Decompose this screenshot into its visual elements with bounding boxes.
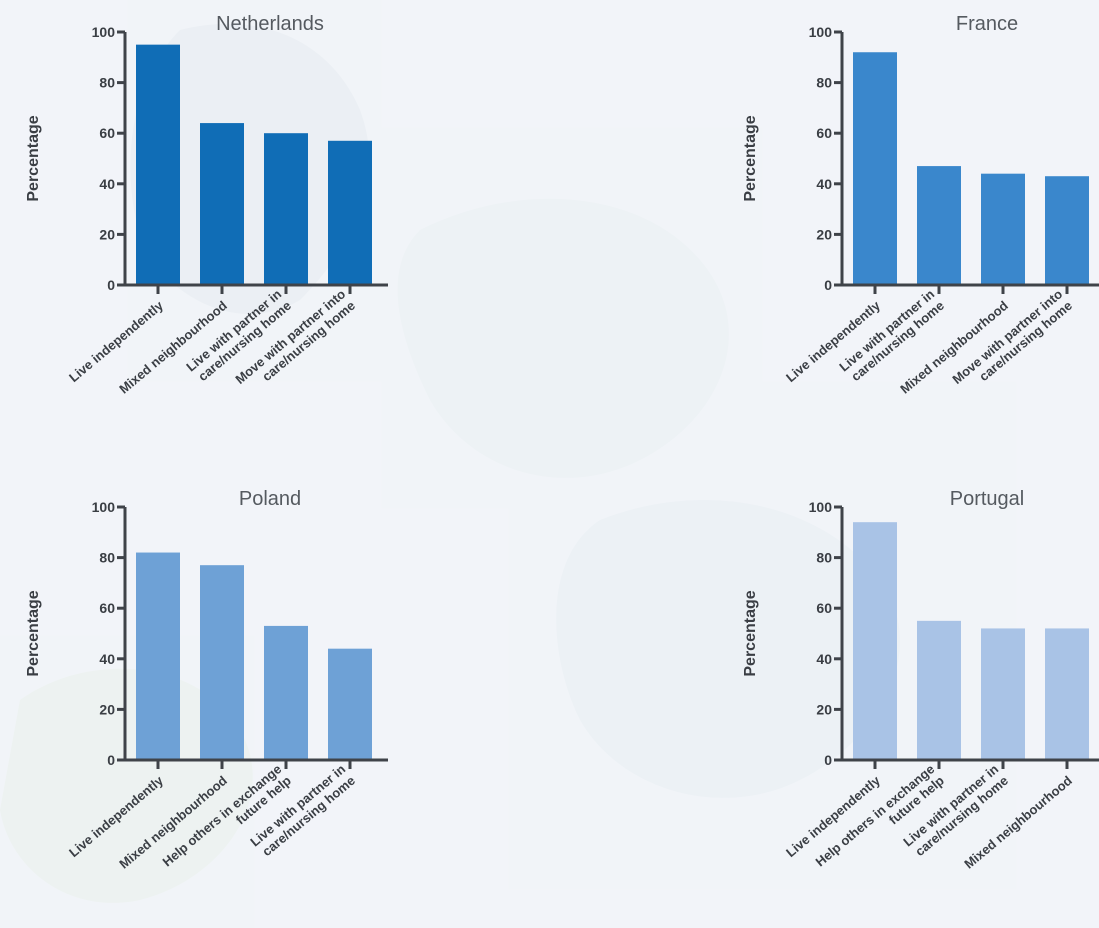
y-tick-label-40: 40 <box>816 176 832 192</box>
y-tick-label-100: 100 <box>809 499 833 515</box>
y-axis-label: Percentage <box>742 115 759 201</box>
y-tick-label-80: 80 <box>816 75 832 91</box>
bar-4 <box>1045 628 1089 760</box>
y-tick-label-100: 100 <box>92 499 116 515</box>
bar-2 <box>200 123 244 285</box>
y-axis-label: Percentage <box>742 590 759 676</box>
y-tick-label-60: 60 <box>99 125 115 141</box>
bar-3 <box>981 628 1025 760</box>
y-tick-label-20: 20 <box>99 226 115 242</box>
bar-1 <box>853 522 897 760</box>
y-tick-label-80: 80 <box>816 550 832 566</box>
y-tick-label-0: 0 <box>107 277 115 293</box>
y-tick-label-0: 0 <box>824 752 832 768</box>
y-tick-label-100: 100 <box>809 24 833 40</box>
y-tick-label-60: 60 <box>816 125 832 141</box>
bar-3 <box>264 133 308 285</box>
y-tick-label-80: 80 <box>99 75 115 91</box>
y-tick-label-20: 20 <box>816 701 832 717</box>
bar-1 <box>136 552 180 760</box>
chart-title: Poland <box>239 488 301 510</box>
y-axis-label: Percentage <box>25 590 42 676</box>
bar-4 <box>328 648 372 760</box>
y-tick-label-0: 0 <box>824 277 832 293</box>
y-tick-label-60: 60 <box>99 600 115 616</box>
bar-3 <box>264 625 308 760</box>
chart-title: Portugal <box>950 488 1025 510</box>
y-tick-label-20: 20 <box>99 701 115 717</box>
bar-1 <box>853 52 897 285</box>
y-axis-label: Percentage <box>25 115 42 201</box>
y-tick-label-40: 40 <box>99 651 115 667</box>
chart-title: Netherlands <box>216 13 324 35</box>
y-tick-label-100: 100 <box>92 24 116 40</box>
y-tick-label-40: 40 <box>816 651 832 667</box>
bar-4 <box>1045 176 1089 285</box>
bar-2 <box>200 565 244 760</box>
bar-2 <box>917 166 961 285</box>
bar-4 <box>328 140 372 285</box>
bar-1 <box>136 44 180 286</box>
y-tick-label-80: 80 <box>99 550 115 566</box>
chart-title: France <box>956 13 1018 35</box>
bar-2 <box>917 620 961 760</box>
y-tick-label-0: 0 <box>107 752 115 768</box>
y-tick-label-40: 40 <box>99 176 115 192</box>
y-tick-label-20: 20 <box>816 226 832 242</box>
y-tick-label-60: 60 <box>816 600 832 616</box>
bar-3 <box>981 173 1025 285</box>
